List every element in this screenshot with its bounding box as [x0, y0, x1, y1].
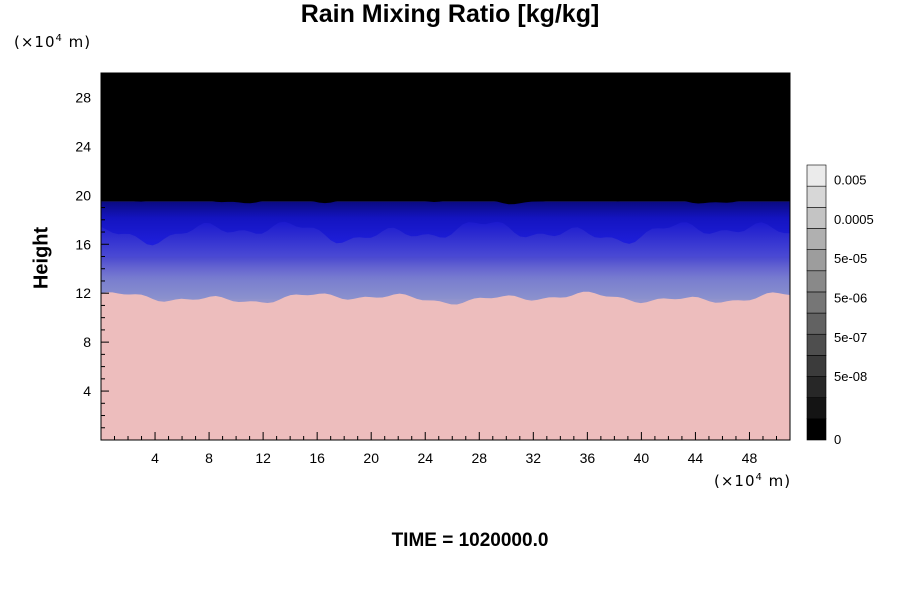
x-tick-label: 20 — [363, 450, 379, 466]
colorbar-swatch — [806, 355, 827, 377]
colorbar-label: 0 — [834, 432, 841, 447]
colorbar: 0.005 0.0005 5e-05 5e-06 5e-07 5e-08 0 — [806, 164, 874, 447]
colorbar-swatch — [806, 376, 827, 398]
y-unit-base: (×10 — [14, 33, 56, 51]
x-tick-label: 24 — [417, 450, 433, 466]
colorbar-label: 5e-06 — [834, 291, 867, 306]
colorbar-swatch — [806, 312, 827, 335]
y-tick-label: 12 — [75, 285, 91, 301]
colorbar-swatch — [806, 418, 827, 441]
colorbar-label: 0.005 — [834, 173, 867, 188]
x-tick-label: 36 — [580, 450, 596, 466]
x-tick-label: 8 — [205, 450, 213, 466]
colorbar-label: 5e-07 — [834, 330, 867, 345]
y-axis-unit: (×104 m) — [14, 33, 91, 51]
x-tick-label: 4 — [151, 450, 159, 466]
colorbar-swatch — [806, 207, 827, 229]
y-unit-suffix: m) — [62, 33, 92, 51]
colorbar-label: 5e-08 — [834, 369, 867, 384]
x-tick-label: 32 — [526, 450, 542, 466]
x-tick-label: 48 — [742, 450, 758, 466]
x-unit-exponent: 4 — [755, 472, 763, 483]
y-tick-label: 8 — [83, 334, 91, 350]
y-tick-label: 16 — [75, 236, 91, 252]
x-tick-label: 12 — [255, 450, 271, 466]
y-tick-label: 20 — [75, 187, 91, 203]
colorbar-swatch — [806, 333, 827, 356]
colorbar-swatch — [806, 249, 827, 272]
lower-boundary — [101, 291, 790, 440]
colorbar-swatch — [806, 397, 827, 420]
top-boundary — [101, 73, 790, 205]
time-label: TIME = 1020000.0 — [391, 530, 549, 551]
x-tick-label: 28 — [471, 450, 487, 466]
x-unit-base: (×10 — [714, 472, 756, 490]
colorbar-swatch — [806, 291, 827, 314]
colorbar-label: 0.0005 — [834, 212, 874, 227]
chart-title: Rain Mixing Ratio [kg/kg] — [300, 0, 600, 28]
x-tick-label: 16 — [309, 450, 325, 466]
colorbar-swatch — [806, 164, 827, 187]
colorbar-label: 5e-05 — [834, 251, 867, 266]
x-tick-label: 44 — [688, 450, 704, 466]
x-tick-label: 40 — [634, 450, 650, 466]
colorbar-swatch — [806, 228, 827, 250]
x-axis-unit: (×104 m) — [714, 472, 791, 490]
y-tick-label: 24 — [75, 138, 91, 154]
colorbar-swatch — [806, 270, 827, 293]
colorbar-swatch — [806, 185, 827, 208]
y-tick-label: 28 — [75, 89, 91, 105]
x-unit-suffix: m) — [762, 472, 792, 490]
plot-area — [101, 73, 790, 440]
y-tick-label: 4 — [83, 383, 91, 399]
y-unit-exponent: 4 — [55, 33, 63, 44]
